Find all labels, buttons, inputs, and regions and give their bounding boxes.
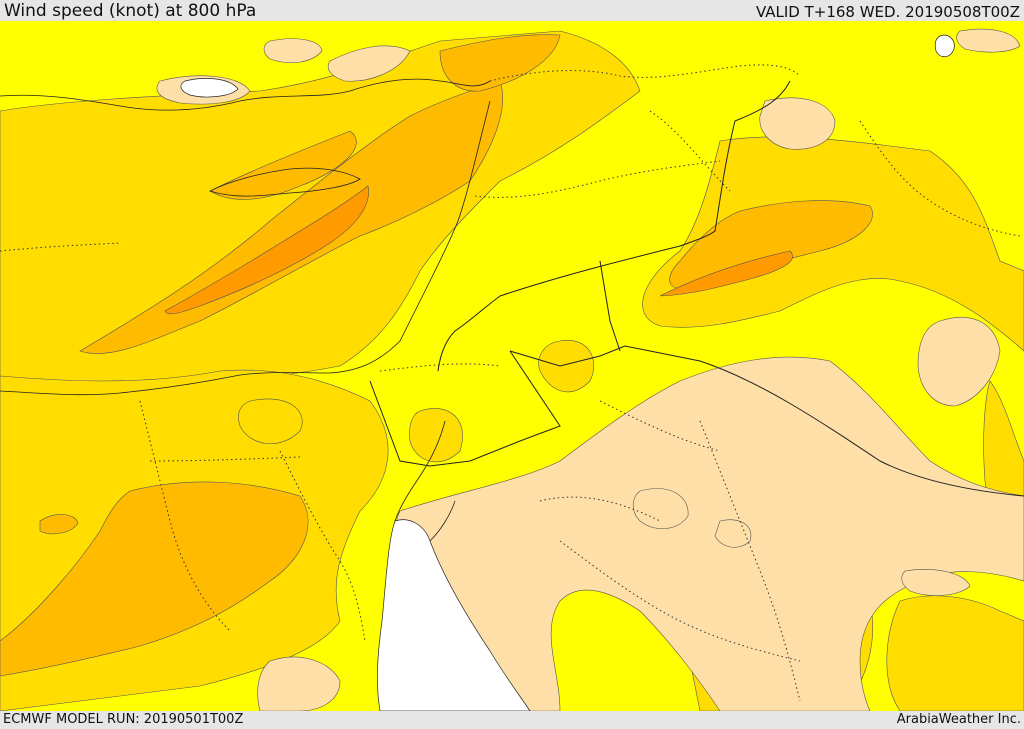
model-run-label: ECMWF MODEL RUN: 20190501T00Z	[3, 712, 244, 727]
wind-speed-map[interactable]	[0, 21, 1024, 711]
wind-field-fresh	[0, 34, 873, 677]
national-borders	[369, 80, 1024, 497]
credit-label: ArabiaWeather Inc.	[896, 712, 1021, 727]
coastlines	[0, 78, 491, 542]
sea-mask	[180, 34, 955, 711]
borders	[0, 64, 1021, 702]
header-bar: Wind speed (knot) at 800 hPa VALID T+168…	[0, 0, 1024, 21]
valid-time: VALID T+168 WED. 20190508T00Z	[755, 3, 1020, 21]
footer-bar: ECMWF MODEL RUN: 20190501T00Z ArabiaWeat…	[0, 711, 1024, 729]
wind-field-calm	[156, 28, 1024, 711]
map-title: Wind speed (knot) at 800 hPa	[4, 1, 257, 21]
wind-field-strong	[164, 185, 793, 315]
map-canvas	[0, 21, 1024, 711]
